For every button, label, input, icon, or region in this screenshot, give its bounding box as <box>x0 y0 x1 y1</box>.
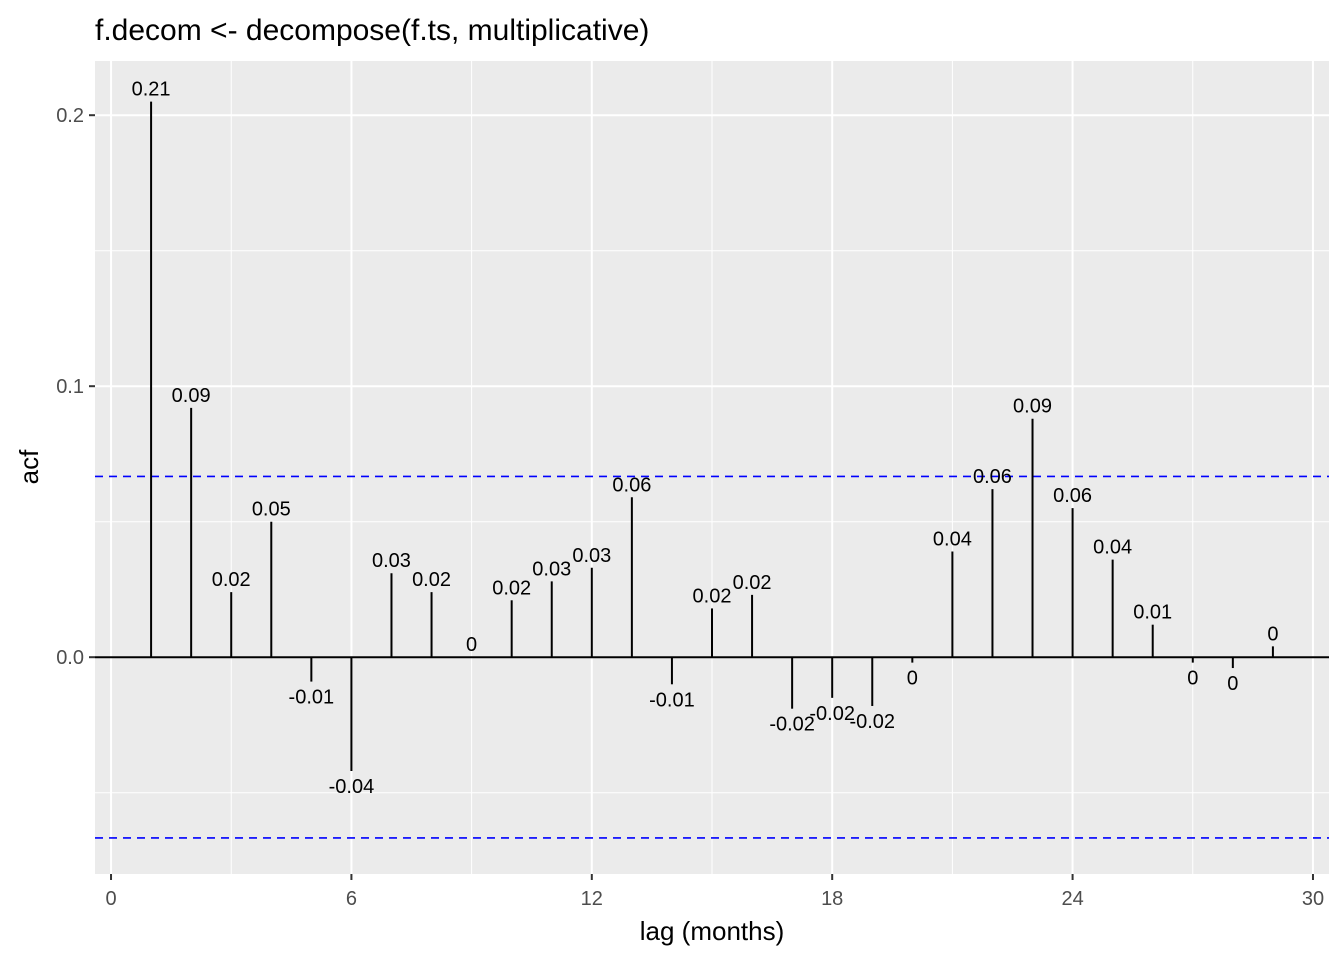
y-tick-label: 0.1 <box>56 376 84 398</box>
x-tick-label: 0 <box>105 888 116 910</box>
data-label: 0.03 <box>372 550 411 572</box>
data-label: -0.02 <box>769 714 815 736</box>
data-label: 0.03 <box>572 545 611 567</box>
data-label: 0.02 <box>492 577 531 599</box>
data-label: 0.06 <box>1053 485 1092 507</box>
data-label: 0.03 <box>532 558 571 580</box>
data-label: -0.04 <box>329 776 375 798</box>
data-label: 0.09 <box>1013 396 1052 418</box>
data-label: 0.01 <box>1133 602 1172 624</box>
data-label: -0.02 <box>849 711 895 733</box>
data-label: 0.05 <box>252 499 291 521</box>
y-tick-label: 0.0 <box>56 647 84 669</box>
data-label: -0.02 <box>809 703 855 725</box>
data-labels: 0.210.090.020.05-0.01-0.040.030.0200.020… <box>132 79 1279 798</box>
x-tick-label: 24 <box>1061 888 1083 910</box>
x-tick-label: 12 <box>581 888 603 910</box>
x-axis-title: lag (months) <box>640 916 785 946</box>
data-label: 0.02 <box>733 572 772 594</box>
x-tick-label: 18 <box>821 888 843 910</box>
data-label: 0.06 <box>612 474 651 496</box>
acf-bars <box>150 101 1274 772</box>
data-label: -0.01 <box>289 687 335 709</box>
data-label: 0 <box>1187 668 1198 690</box>
y-axis-title: acf <box>14 449 44 484</box>
data-label: 0 <box>1267 623 1278 645</box>
x-axis: 0 6 12 18 24 30 <box>105 874 1324 910</box>
data-label: 0.04 <box>933 529 972 551</box>
data-label: -0.01 <box>649 689 695 711</box>
data-label: 0 <box>1227 673 1238 695</box>
data-label: 0.02 <box>212 569 251 591</box>
x-tick-label: 30 <box>1302 888 1324 910</box>
y-tick-label: 0.2 <box>56 105 84 127</box>
data-label: 0.02 <box>693 585 732 607</box>
data-label: 0.06 <box>973 466 1012 488</box>
x-tick-label: 6 <box>346 888 357 910</box>
data-label: 0.04 <box>1093 537 1132 559</box>
data-label: 0 <box>466 634 477 656</box>
chart-title: f.decom <- decompose(f.ts, multiplicativ… <box>95 14 649 47</box>
minor-gridlines <box>95 61 1329 874</box>
data-label: 0 <box>907 668 918 690</box>
y-axis: 0.0 0.1 0.2 <box>56 105 95 669</box>
data-label: 0.02 <box>412 569 451 591</box>
confidence-bounds <box>95 475 1329 839</box>
data-label: 0.21 <box>132 79 171 101</box>
data-label: 0.09 <box>172 385 211 407</box>
